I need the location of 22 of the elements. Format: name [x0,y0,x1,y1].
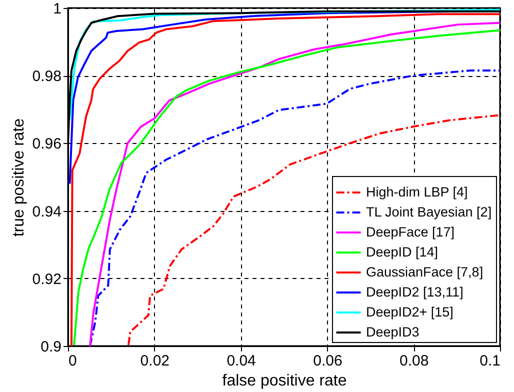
y-tick-label: 0.9 [40,338,62,356]
y-tick-label: 0.94 [32,203,62,220]
y-axis-title: true positive rate [10,118,28,237]
y-tick-label: 0.92 [32,270,62,288]
x-tick-label: 0.04 [226,352,256,370]
y-tick-label: 1 [53,0,62,18]
x-tick-label: 0.08 [400,352,429,370]
x-tick-label: 0.1 [480,352,500,370]
x-tick-label: 0 [68,352,77,370]
legend-label: DeepID3 [366,324,420,340]
legend-label: TL Joint Bayesian [2] [366,204,492,220]
legend-label: DeepFace [17] [366,224,455,240]
legend-label: High-dim LBP [4] [366,184,468,200]
x-tick-label: 0.02 [140,352,170,370]
x-tick-label: 0.06 [313,352,342,370]
y-tick-label: 0.96 [32,136,62,153]
y-tick-label: 0.98 [32,68,62,86]
x-axis-title: false positive rate [222,372,347,390]
legend-label: DeepID2+ [15] [366,304,454,320]
legend-label: GaussianFace [7,8] [366,264,484,280]
legend-label: DeepID2 [13,11] [366,284,464,300]
legend-label: DeepID [14] [366,244,438,260]
